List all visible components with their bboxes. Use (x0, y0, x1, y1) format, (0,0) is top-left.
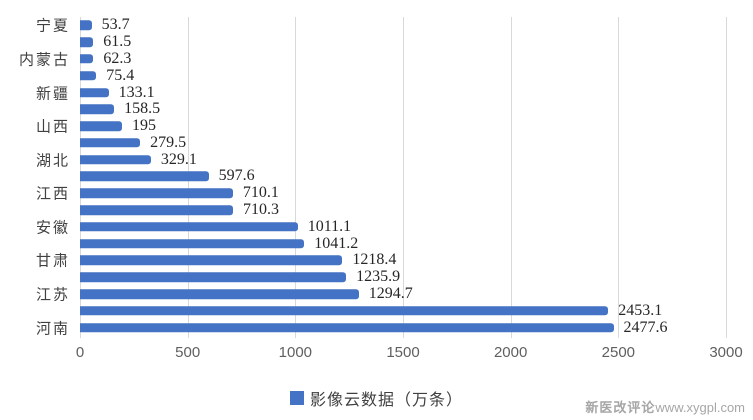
bar-row: 61.5 (80, 33, 726, 51)
value-label: 597.6 (218, 167, 255, 185)
bar (80, 104, 115, 115)
category-label: 宁夏 (35, 18, 70, 35)
bar (80, 171, 209, 182)
bar (80, 272, 347, 282)
gridline (510, 17, 512, 338)
bar-row: 158.5 (80, 100, 726, 118)
value-label: 1294.7 (368, 285, 413, 303)
bar-row: 宁夏 53.7 (36, 16, 726, 35)
watermark-brand: 新医改评论 (585, 400, 656, 415)
bar (80, 289, 359, 299)
bar-row: 1041.2 (80, 235, 726, 252)
watermark: 新医改评论www.xygpl.com (585, 397, 745, 416)
value-label: 2453.1 (618, 301, 663, 319)
bar-row: 279.5 (80, 133, 726, 152)
bar (80, 121, 122, 131)
legend: 影像云数据（万条） (0, 388, 753, 409)
category-label: 河南 (35, 321, 70, 338)
bar (80, 255, 343, 266)
bar (80, 37, 94, 47)
x-tick-label: 2000 (493, 344, 528, 361)
bar (80, 238, 305, 249)
gridline (295, 17, 297, 338)
bar-row: 安徽 1011.1 (36, 217, 726, 237)
category-label: 山西 (35, 119, 70, 136)
x-tick-label: 1500 (386, 344, 420, 361)
value-label: 329.1 (160, 150, 197, 168)
bar (80, 222, 298, 232)
value-label: 195 (131, 117, 156, 135)
bar-row: 内蒙古 62.3 (19, 49, 726, 69)
legend-label: 影像云数据（万条） (309, 392, 463, 409)
category-label: 安徽 (35, 220, 70, 237)
bar-row: 江西 710.1 (36, 184, 726, 203)
x-tick-label: 2500 (601, 344, 636, 361)
x-tick-label: 3000 (709, 344, 743, 361)
bar (80, 306, 609, 316)
value-label: 710.1 (242, 184, 279, 202)
bar-row: 2453.1 (80, 302, 726, 319)
bar-row: 新疆 133.1 (36, 83, 726, 103)
value-label: 53.7 (101, 16, 130, 34)
gridline (726, 17, 727, 338)
bar-row: 山西 195 (36, 117, 726, 136)
value-label: 2477.6 (623, 318, 668, 336)
bar (80, 322, 614, 333)
bar-row: 江苏 1294.7 (36, 285, 726, 304)
bar (80, 188, 233, 199)
value-label: 279.5 (150, 133, 187, 151)
bar (80, 54, 94, 64)
category-label: 江苏 (35, 287, 70, 304)
bar-row: 710.3 (80, 201, 726, 219)
category-label: 江西 (35, 186, 70, 203)
bar (80, 20, 92, 31)
bar (80, 71, 97, 81)
bar-row: 河南 2477.6 (36, 318, 726, 338)
value-label: 62.3 (103, 49, 132, 67)
watermark-url: www.xygpl.com (655, 400, 745, 415)
plot-area: 宁夏 53.7 61.5 内蒙古 62.3 75.4 新疆 133.1 158.5 山西 195 27… (19, 16, 727, 338)
bar (80, 87, 109, 98)
bar-row: 597.6 (80, 167, 726, 185)
bar-row: 75.4 (80, 67, 726, 84)
value-label: 75.4 (106, 66, 135, 84)
x-tick-label: 500 (175, 344, 201, 361)
value-label: 1235.9 (356, 268, 401, 286)
gridline (403, 17, 404, 338)
category-label: 湖北 (35, 153, 70, 170)
x-axis: 0 500 1000 1500 2000 2500 3000 (76, 344, 743, 362)
value-label: 158.5 (124, 100, 161, 118)
bar-row: 湖北 329.1 (36, 150, 726, 170)
value-label: 1218.4 (352, 251, 397, 269)
x-tick-label: 1000 (278, 344, 313, 361)
category-label: 内蒙古 (18, 52, 70, 69)
bar (80, 138, 141, 148)
bar-row: 1235.9 (80, 268, 726, 286)
bar (80, 205, 233, 215)
value-label: 1041.2 (314, 234, 359, 252)
value-label: 133.1 (118, 83, 155, 101)
value-label: 710.3 (242, 201, 279, 219)
gridline (618, 17, 620, 338)
bar (80, 154, 151, 165)
legend-swatch-icon (289, 391, 304, 405)
category-label: 新疆 (35, 86, 70, 103)
value-label: 1011.1 (307, 217, 352, 235)
bar-row: 甘肃 1218.4 (36, 251, 726, 270)
category-label: 甘肃 (35, 253, 70, 270)
value-label: 61.5 (103, 33, 132, 51)
x-tick-label: 0 (75, 344, 85, 361)
